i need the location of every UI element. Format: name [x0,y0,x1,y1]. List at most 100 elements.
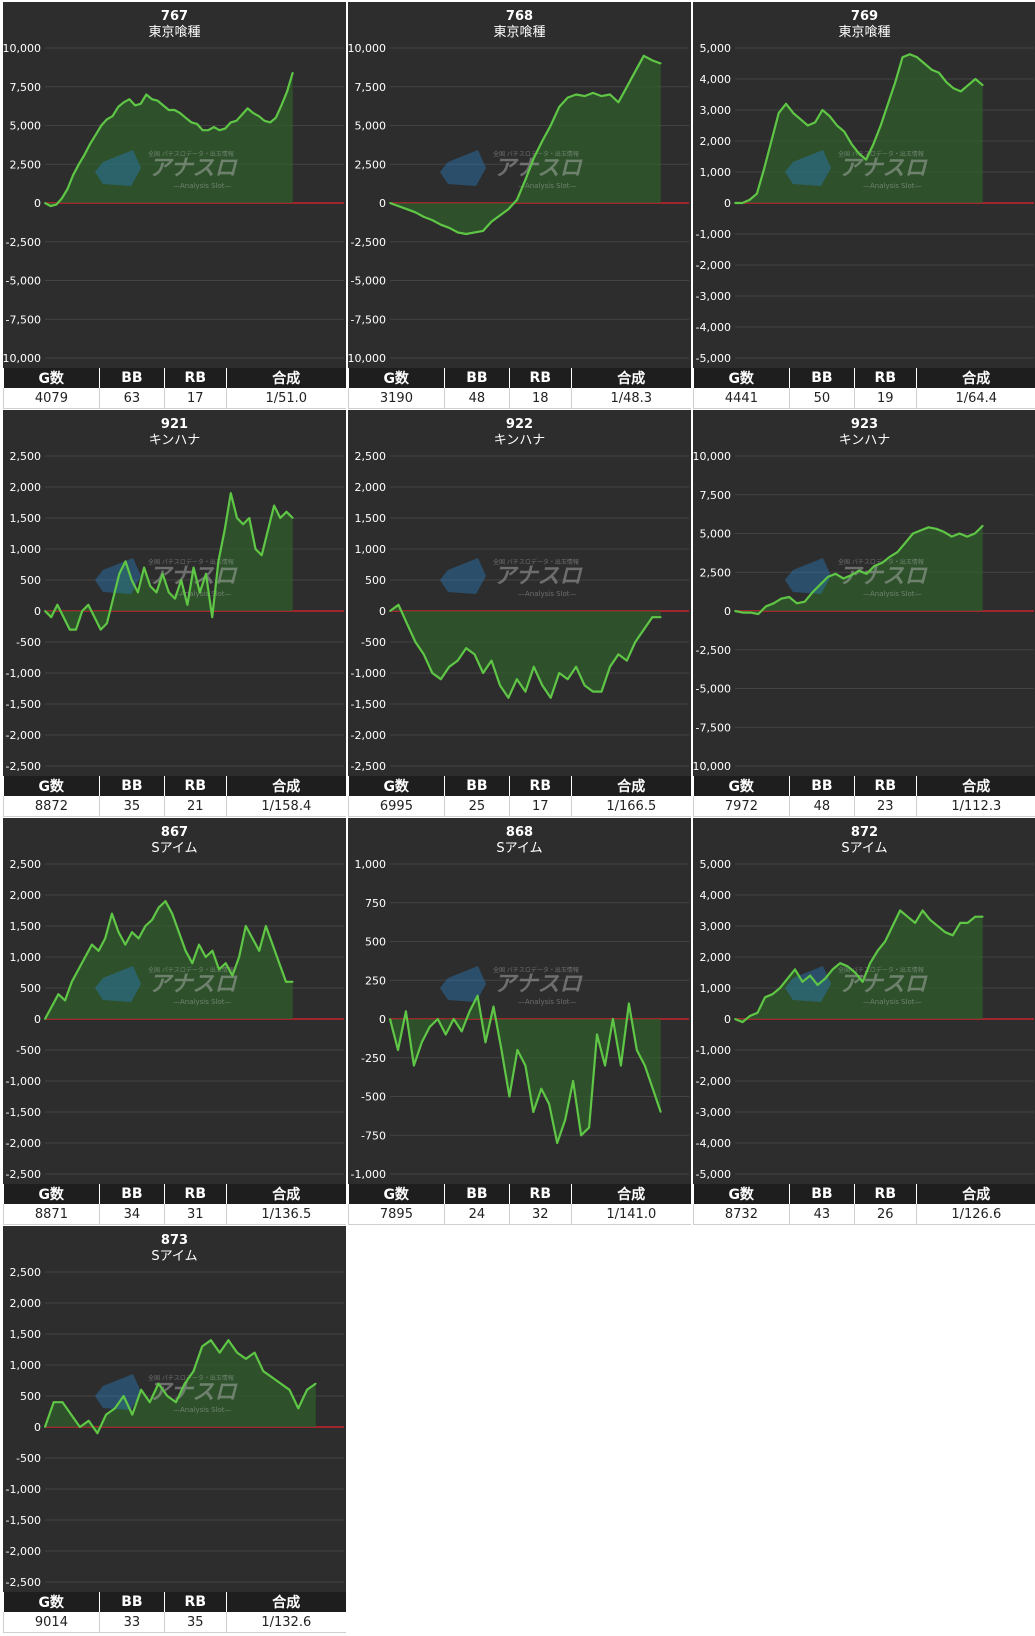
y-tick-label: 2,000 [10,481,42,494]
watermark-tag: 全国 パチスロデータ・出玉情報 [148,1374,234,1382]
chart-area: 872 Sアイム 5,000 4,000 3,000 2,000 1,000 0 -1,000 -… [693,818,1035,1184]
data-point [122,1395,125,1397]
data-point [516,1049,519,1051]
data-point [558,672,561,674]
machine-panel: 768 東京喰種 10,000 7,500 5,000 2,500 0 -2,500 -5,00… [348,2,691,409]
data-point [291,980,294,983]
data-point [414,641,417,643]
data-point [564,1118,567,1121]
data-point [857,569,860,572]
data-point [516,678,518,681]
machine-title: Sアイム [151,1249,197,1264]
data-point [734,202,736,204]
y-tick-label: -5,000 [696,352,731,365]
stats-table: G数 BB RB 合成 4441 50 19 1/64.4 [693,368,1035,409]
data-point [288,1388,291,1391]
y-tick-label: 500 [20,982,41,995]
y-tick-label: -2,000 [6,1545,41,1558]
y-tick-label: -3,000 [696,1106,731,1119]
data-point [914,922,916,924]
value-bb: 34 [99,1204,165,1225]
data-point [70,1413,73,1416]
data-point [763,168,765,170]
y-tick-label: 1,000 [355,858,387,871]
y-tick-label: -500 [16,1452,41,1465]
value-bb: 33 [99,1612,165,1633]
watermark-sub: —Analysis Slot— [518,590,576,598]
machine-number: 921 [161,417,188,432]
data-point [642,628,645,631]
data-point [285,510,288,513]
data-point [524,1064,527,1067]
data-point [263,119,266,122]
data-point [452,1018,455,1020]
value-games: 7895 [348,1204,445,1225]
data-point [217,560,220,563]
data-point [541,140,544,142]
data-point [278,962,281,965]
y-tick-label: 2,000 [355,481,387,494]
data-point [930,68,933,71]
data-point [93,616,96,619]
data-point [814,121,816,124]
y-tick-label: -1,000 [351,667,386,680]
data-point [938,71,940,74]
machine-title: キンハナ [149,433,201,448]
data-point [734,1018,736,1020]
header-bb: BB [789,368,855,388]
value-rb: 19 [854,388,917,409]
data-point [164,900,167,903]
y-tick-label: 10,000 [3,42,41,55]
y-tick-label: 1,000 [355,543,387,556]
y-tick-label: 2,000 [700,135,732,148]
data-point [271,1376,273,1379]
stats-value-row: 7895 24 32 1/141.0 [348,1204,691,1225]
data-point [507,696,510,699]
data-point [850,574,852,577]
stats-header-row: G数 BB RB 合成 [3,1592,346,1612]
data-point [97,949,100,952]
data-point [207,129,210,132]
data-point [959,90,962,93]
data-point [456,659,459,662]
y-tick-label: 7,500 [10,81,42,94]
value-ratio: 1/132.6 [226,1612,346,1633]
y-tick-label: -2,500 [351,236,386,249]
data-point [87,603,90,606]
value-ratio: 1/48.3 [571,388,691,409]
stats-table: G数 BB RB 合成 8871 34 31 1/136.5 [3,1184,346,1225]
data-point [592,690,594,693]
data-point [821,109,824,111]
chart-area: 922 キンハナ 2,500 2,000 1,500 1,000 500 0 -500 -1,00… [348,410,691,776]
header-games: G数 [693,776,790,796]
data-point [106,622,108,625]
stats-table: G数 BB RB 合成 8872 35 21 1/158.4 [3,776,346,817]
y-tick-label: 750 [365,897,386,910]
stats-value-row: 7972 48 23 1/112.3 [693,796,1035,817]
data-point [389,610,391,612]
data-point [205,572,207,575]
data-point [916,56,918,59]
data-point [888,555,891,558]
machine-number: 872 [851,825,878,840]
y-tick-label: -4,000 [696,1137,731,1150]
y-tick-label: 7,500 [355,81,387,94]
data-point [72,174,74,177]
data-point [55,203,58,206]
machine-number: 867 [161,825,188,840]
machine-number: 922 [506,417,533,432]
data-point [117,106,120,108]
watermark-logo: アナスロ—Analysis Slot— 全国 パチスロデータ・出玉情報 [440,966,584,1006]
data-point [267,529,269,532]
data-point [620,1064,622,1067]
stats-header-row: G数 BB RB 合成 [348,1184,691,1204]
machine-title: 東京喰種 [838,24,890,40]
y-tick-label: 500 [365,936,386,949]
data-point [273,504,275,507]
data-point [439,223,442,226]
watermark-sub: —Analysis Slot— [173,590,231,598]
header-games: G数 [348,776,445,796]
y-tick-label: 7,500 [700,489,732,502]
data-point [44,610,46,612]
data-point [144,925,147,927]
